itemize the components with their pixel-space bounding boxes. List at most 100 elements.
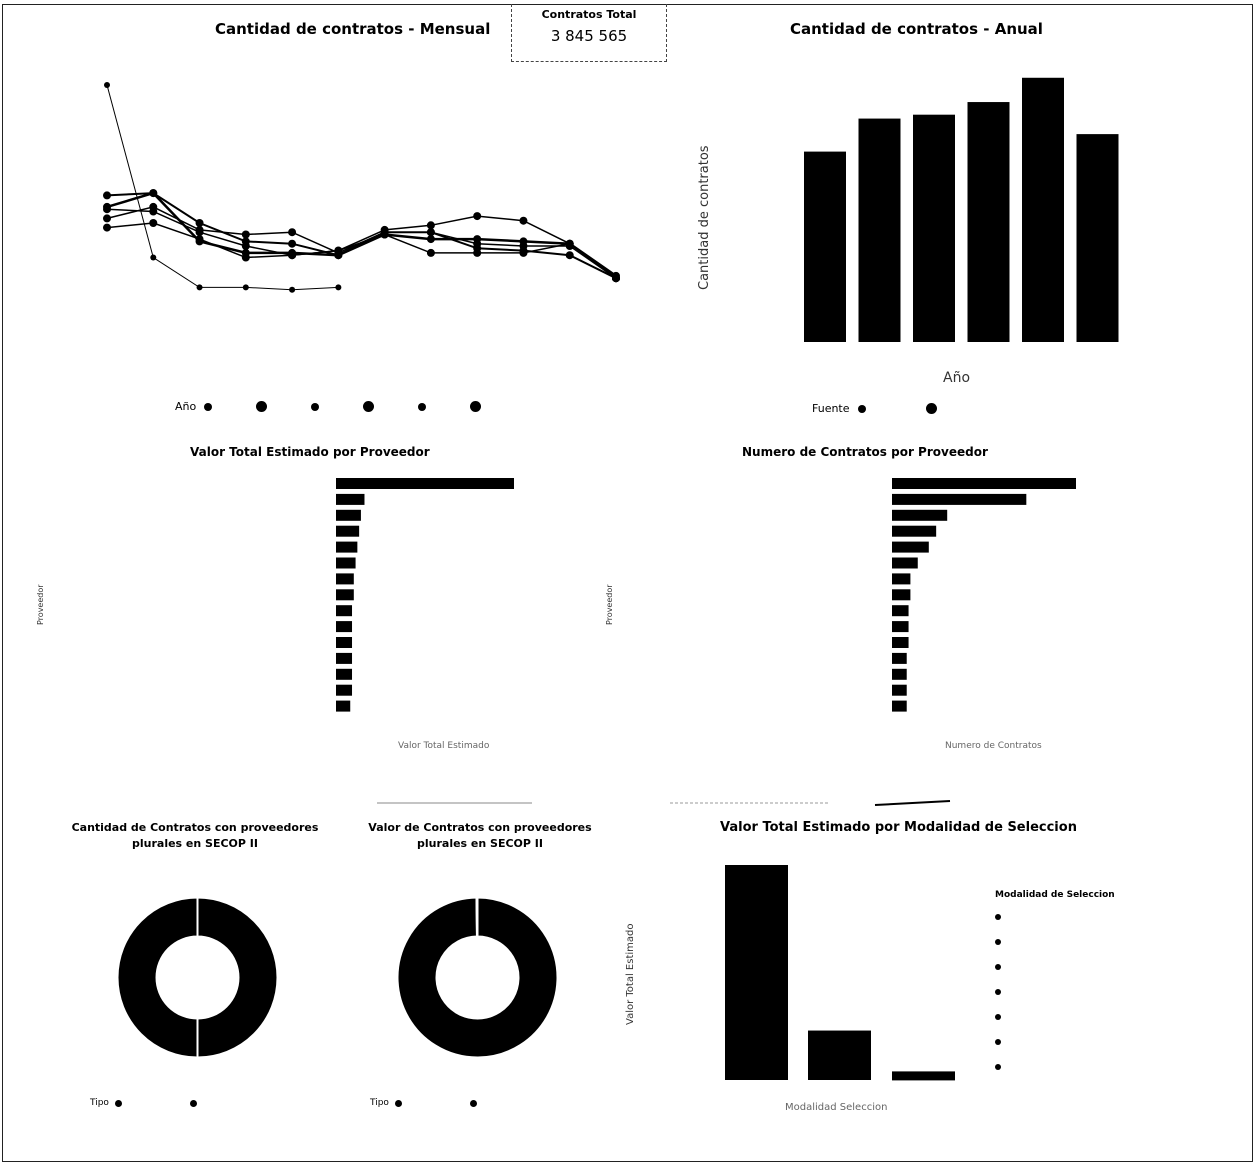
monthly-series-3-point: [288, 228, 297, 237]
prov-value-title: Valor Total Estimado por Proveedor: [190, 445, 430, 459]
donut-value-legend-marker[interactable]: [469, 1099, 477, 1107]
prov-count-bar: [892, 652, 907, 664]
prov-value-bar: [336, 621, 353, 633]
prov-count-bar: [892, 509, 948, 521]
modality-legend-title: Modalidad de Seleccion: [995, 890, 1115, 900]
donut-value-legend-label: Tipo: [370, 1098, 389, 1108]
kpi-card: Contratos Total 3 845 565: [511, 4, 667, 62]
monthly-series-2-point: [288, 239, 297, 248]
modality-legend-item[interactable]: [995, 929, 1115, 954]
prov-value-bar: [336, 652, 353, 664]
prov-count-bar: [892, 684, 907, 696]
donut-count-slice: [116, 896, 199, 1059]
annual-bar: [913, 114, 955, 342]
monthly-series-3-point: [426, 228, 435, 237]
annual-legend-marker[interactable]: [857, 404, 866, 413]
annual-legend-marker[interactable]: [925, 403, 937, 414]
monthly-series-6-point: [565, 239, 574, 248]
prov-count-ylabel: Proveedor: [605, 584, 614, 625]
donut-count-legend-marker[interactable]: [189, 1099, 197, 1107]
monthly-series-6-point: [380, 230, 389, 239]
modality-legend: Modalidad de Seleccion: [995, 890, 1115, 1079]
modality-legend-item[interactable]: [995, 954, 1115, 979]
prov-count-bar-chart: [892, 478, 1076, 712]
prov-count-title: Numero de Contratos por Proveedor: [742, 445, 988, 459]
donut-value-slice: [475, 896, 479, 938]
prov-count-bar: [892, 700, 907, 712]
monthly-legend-marker[interactable]: [418, 402, 427, 411]
prov-count-bar: [892, 573, 911, 585]
donut-count-title: Cantidad de Contratos con proveedores pl…: [71, 821, 319, 850]
modality-legend-item[interactable]: [995, 1029, 1115, 1054]
monthly-series-6-point: [473, 248, 482, 257]
monthly-series-6-point: [426, 248, 435, 257]
monthly-series-5-point: [426, 235, 435, 244]
monthly-line-chart: [103, 82, 620, 293]
monthly-legend-label: Año: [175, 400, 197, 413]
monthly-series-4-point: [195, 228, 204, 237]
monthly-legend: Año: [175, 400, 525, 413]
prov-count-bar: [892, 589, 911, 601]
prov-value-xlabel: Valor Total Estimado: [398, 741, 490, 751]
prov-value-bar: [336, 573, 354, 585]
prov-count-bar: [892, 525, 937, 537]
monthly-series-4-point: [519, 216, 528, 225]
monthly-series-line-4: [106, 208, 617, 279]
prov-value-bar: [336, 493, 365, 505]
monthly-series-line-5: [106, 191, 617, 277]
monthly-series-6-point: [241, 253, 250, 262]
prov-count-bar: [892, 557, 918, 569]
annual-bar: [967, 102, 1010, 342]
monthly-series-4-point: [426, 221, 435, 230]
monthly-legend-marker[interactable]: [311, 402, 320, 411]
section-divider: [377, 800, 951, 806]
modality-bar: [808, 1030, 871, 1080]
prov-count-bar: [892, 478, 1076, 489]
donut-count-legend-label: Tipo: [90, 1098, 109, 1108]
modality-legend-item[interactable]: [995, 979, 1115, 1004]
prov-value-bar: [336, 605, 353, 617]
modality-legend-marker: [995, 963, 1001, 970]
monthly-series-2-point: [195, 219, 204, 227]
monthly-series-6-point: [519, 248, 528, 257]
donut-value-slice: [396, 896, 559, 1059]
prov-count-xlabel: Numero de Contratos: [945, 741, 1042, 751]
monthly-legend-marker[interactable]: [363, 401, 375, 412]
annual-ylabel: Cantidad de contratos: [697, 145, 712, 290]
modality-legend-item[interactable]: [995, 1054, 1115, 1079]
monthly-series-3-point: [103, 214, 111, 223]
monthly-legend-marker[interactable]: [204, 402, 213, 411]
modality-legend-marker: [995, 913, 1001, 920]
prov-value-bar: [336, 509, 361, 521]
donut-value-legend-marker[interactable]: [394, 1099, 402, 1107]
annual-bar: [1076, 134, 1119, 342]
annual-chart-title: Cantidad de contratos - Anual: [790, 20, 1043, 38]
annual-bar: [1022, 77, 1064, 343]
prov-count-bar: [892, 668, 907, 680]
monthly-series-5-point: [149, 189, 158, 198]
monthly-legend-marker[interactable]: [256, 401, 268, 412]
annual-bar-chart: [804, 77, 1119, 343]
monthly-series-line-2: [106, 192, 617, 280]
prov-value-bar: [336, 700, 351, 712]
monthly-series-1-point: [196, 284, 203, 291]
prov-value-bar: [336, 637, 353, 648]
donut-count-legend-marker[interactable]: [114, 1099, 122, 1107]
prov-value-bar: [336, 589, 354, 601]
modality-legend-marker: [995, 1013, 1001, 1020]
monthly-series-6-point: [195, 235, 204, 244]
monthly-legend-marker[interactable]: [470, 401, 482, 412]
prov-value-bar: [336, 541, 358, 553]
annual-bar: [858, 118, 901, 342]
monthly-series-6-point: [612, 274, 620, 283]
modality-legend-item[interactable]: [995, 1004, 1115, 1029]
prov-count-bar: [892, 493, 1027, 505]
annual-xlabel: Año: [943, 370, 971, 386]
monthly-series-1-point: [104, 82, 110, 88]
monthly-series-6-point: [149, 219, 158, 227]
modality-legend-marker: [995, 988, 1001, 995]
modality-legend-item[interactable]: [995, 904, 1115, 929]
monthly-series-4-point: [149, 207, 158, 216]
monthly-chart-title: Cantidad de contratos - Mensual: [215, 20, 491, 38]
prov-value-bar: [336, 684, 353, 696]
